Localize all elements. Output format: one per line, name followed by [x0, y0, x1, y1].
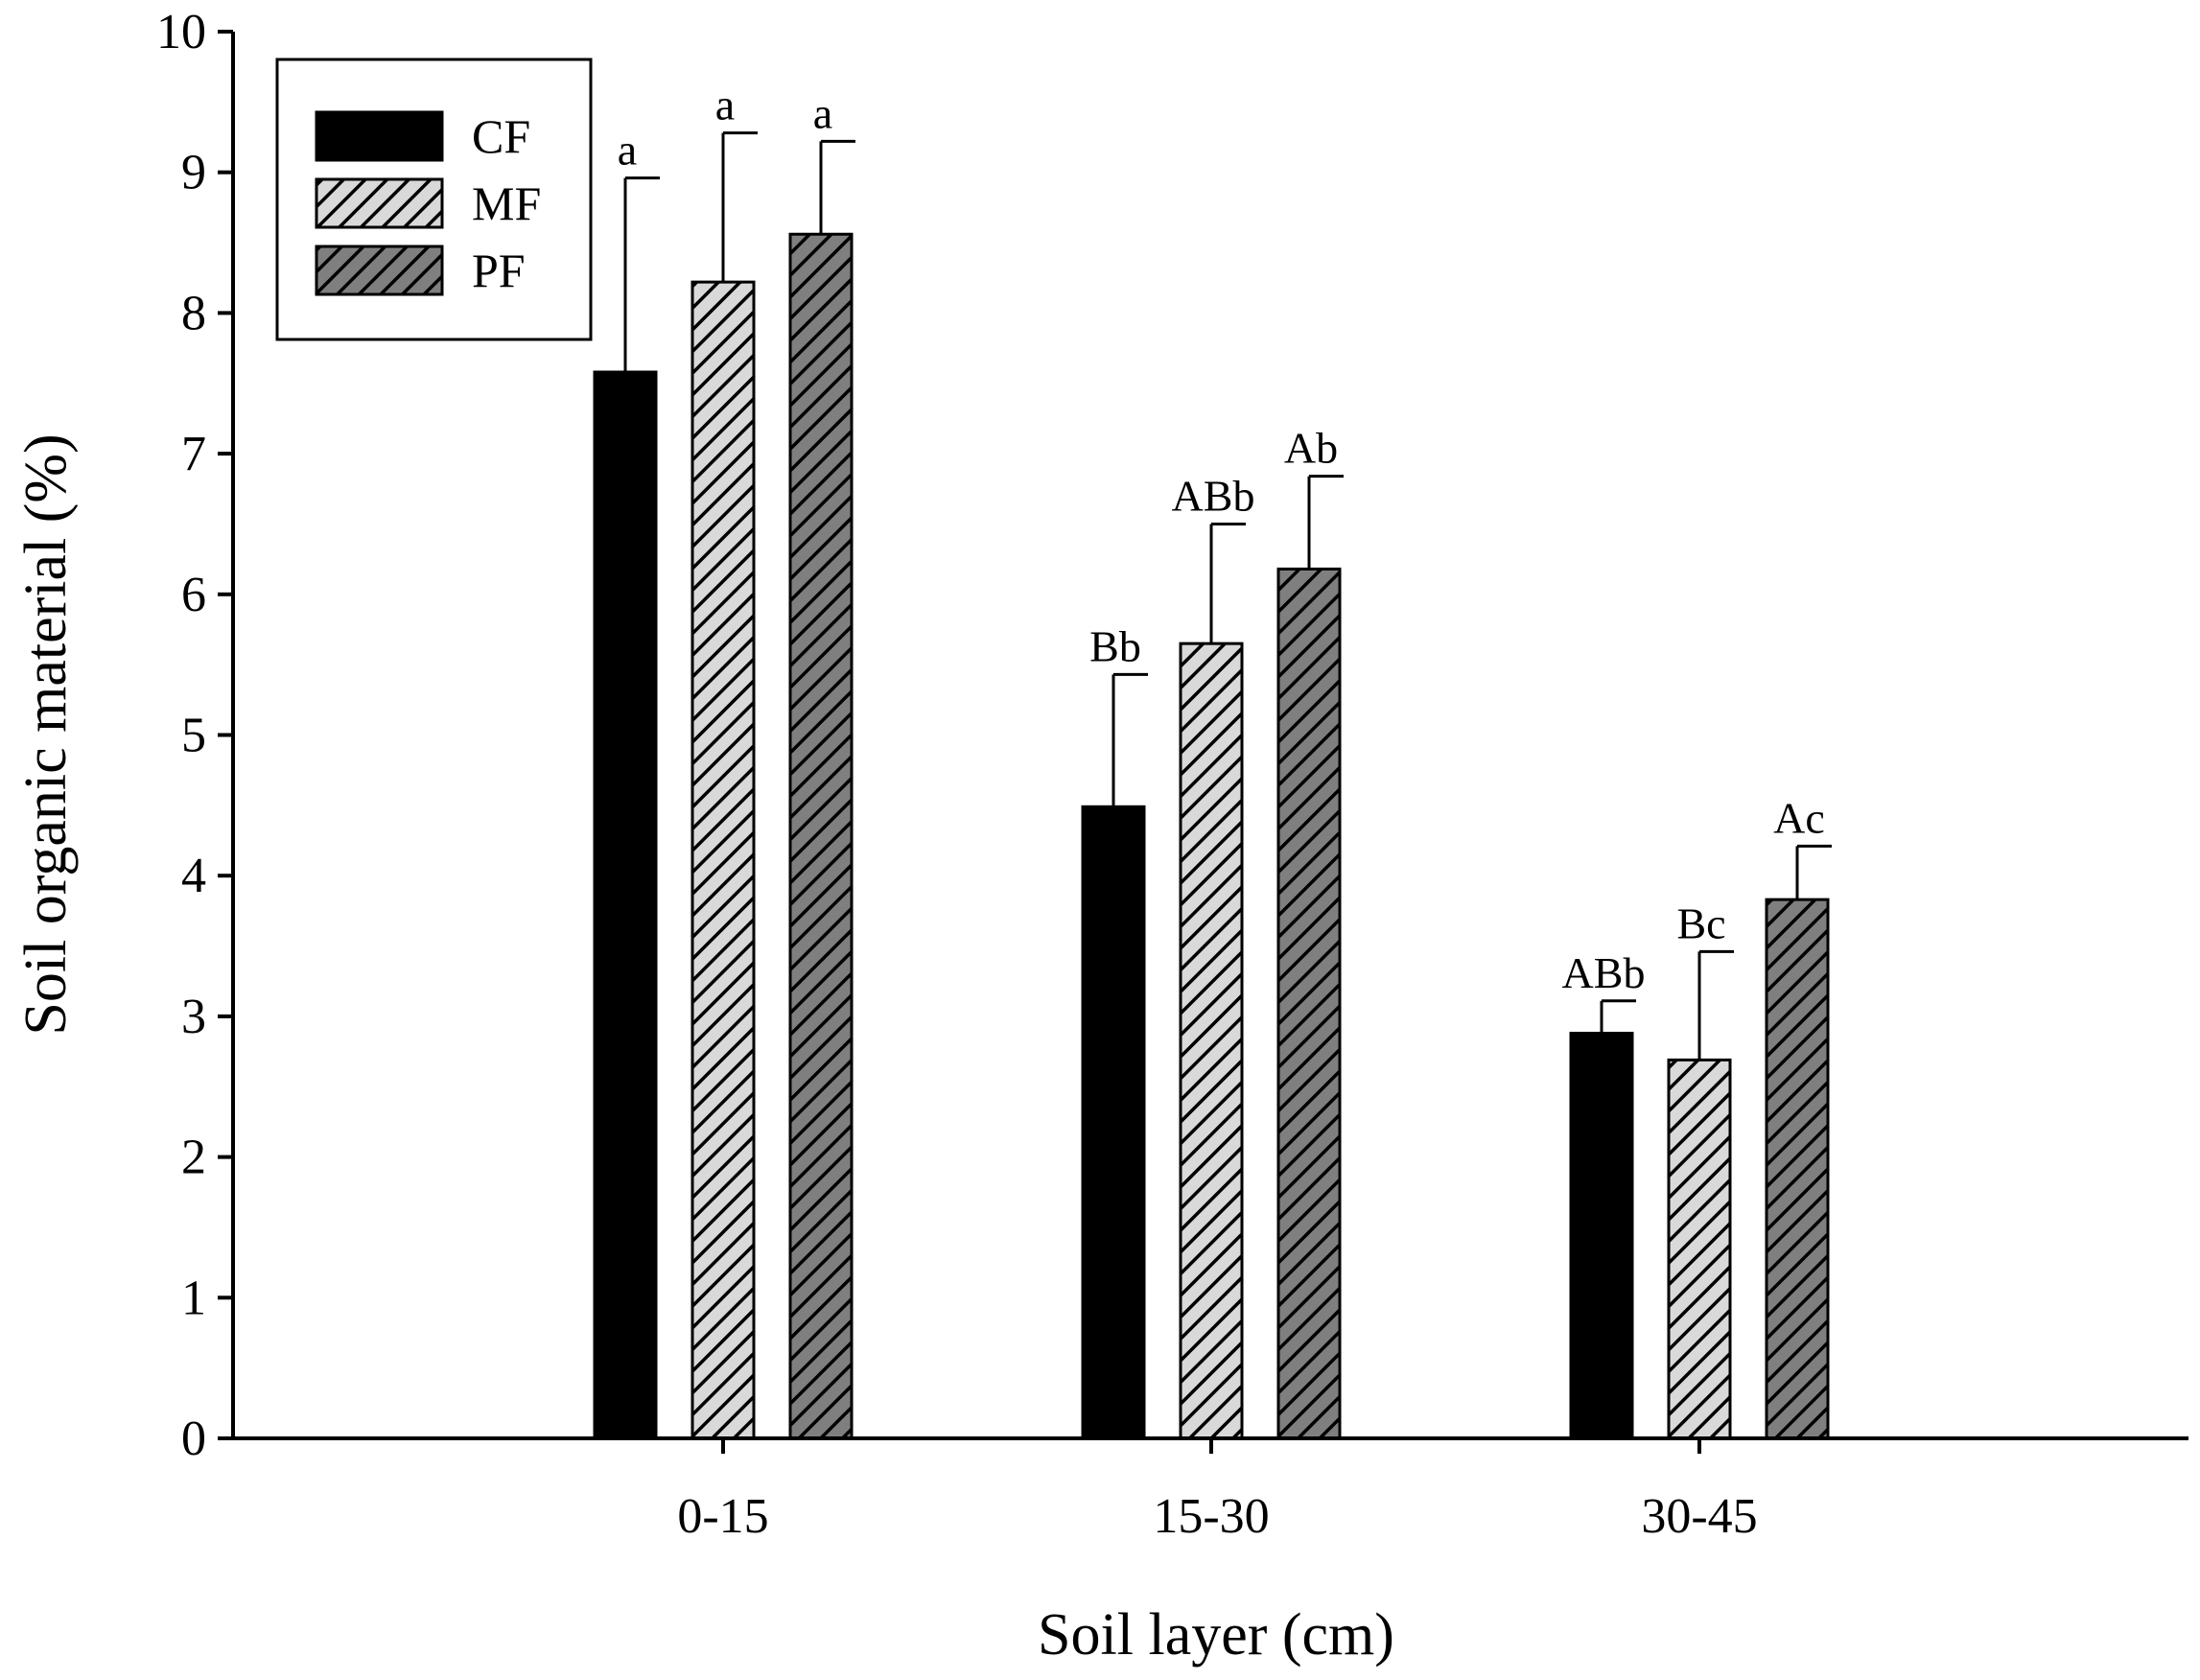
legend-swatch-PF	[315, 245, 444, 296]
y-ticks: 0 1 2 3 4 5 6 7 8 9 10	[156, 5, 233, 1466]
significance-label: Ab	[1284, 424, 1338, 473]
legend-label-CF: CF	[472, 109, 530, 163]
significance-label: a	[618, 126, 637, 175]
bar-MF-30-45	[1667, 1058, 1732, 1440]
y-tick-label: 4	[181, 849, 206, 903]
bar-PF-15-30	[1276, 567, 1342, 1440]
y-tick-label: 3	[181, 990, 206, 1044]
legend-swatch-MF	[315, 177, 444, 229]
y-tick-label: 2	[181, 1131, 206, 1185]
y-tick-label: 6	[181, 568, 206, 622]
y-tick-label: 5	[181, 709, 206, 763]
y-tick-label: 8	[181, 286, 206, 340]
y-tick-label: 10	[156, 5, 206, 59]
significance-label: Ac	[1773, 793, 1825, 842]
bar-PF-0-15	[788, 232, 854, 1440]
bar-CF-0-15	[593, 370, 658, 1440]
significance-label: Bb	[1089, 621, 1141, 670]
x-tick-label: 0-15	[677, 1489, 768, 1544]
bar-CF-15-30	[1081, 805, 1146, 1440]
legend: CF MF PF	[275, 58, 593, 341]
x-ticks: 0-15 15-30 30-45	[677, 1438, 1758, 1544]
significance-label: a	[715, 81, 735, 129]
significance-labels-layer: a Bb ABb a ABb Bc a Ab Ac	[618, 81, 1825, 997]
significance-label: ABb	[1172, 471, 1255, 520]
bars-layer	[593, 232, 1830, 1440]
y-tick-label: 9	[181, 146, 206, 200]
legend-swatch-CF	[315, 110, 444, 162]
error-bars-layer	[623, 131, 1832, 1061]
significance-label: Bc	[1676, 898, 1725, 947]
significance-label: a	[813, 88, 832, 137]
bar-MF-0-15	[690, 280, 756, 1440]
x-tick-label: 15-30	[1153, 1489, 1269, 1544]
y-axis-title: Soil organic material (%)	[13, 433, 79, 1035]
y-tick-label: 1	[181, 1271, 206, 1325]
significance-label: ABb	[1562, 948, 1646, 997]
y-tick-label: 7	[181, 427, 206, 481]
bar-PF-30-45	[1765, 898, 1830, 1440]
x-tick-label: 30-45	[1641, 1489, 1757, 1544]
y-tick-label: 0	[181, 1412, 206, 1466]
bar-CF-30-45	[1569, 1032, 1634, 1440]
legend-label-PF: PF	[472, 244, 526, 297]
x-axis-title: Soil layer (cm)	[1038, 1602, 1394, 1668]
legend-label-MF: MF	[472, 176, 541, 230]
bar-MF-15-30	[1179, 642, 1244, 1440]
